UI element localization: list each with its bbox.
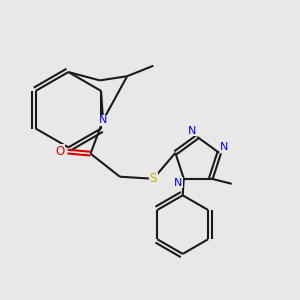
Text: S: S	[150, 172, 157, 185]
Text: N: N	[220, 142, 229, 152]
Text: N: N	[188, 126, 196, 136]
Text: N: N	[174, 178, 183, 188]
Text: O: O	[56, 145, 65, 158]
Text: N: N	[99, 115, 107, 125]
